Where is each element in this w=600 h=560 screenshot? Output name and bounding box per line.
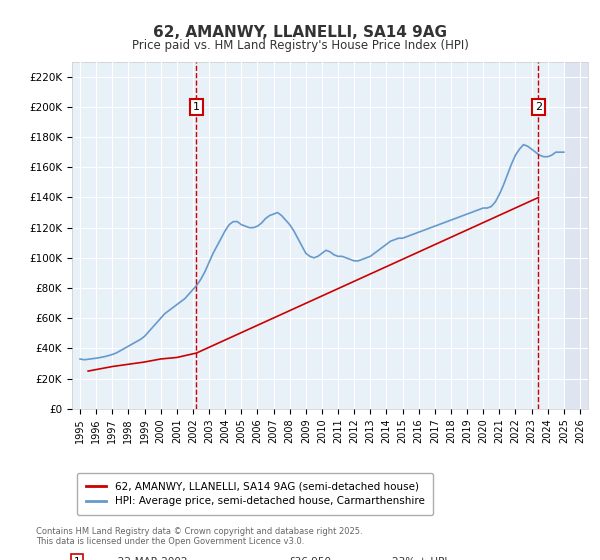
Text: 23% ↓ HPI: 23% ↓ HPI: [392, 557, 447, 560]
Text: Contains HM Land Registry data © Crown copyright and database right 2025.
This d: Contains HM Land Registry data © Crown c…: [36, 526, 362, 546]
Legend: 62, AMANWY, LLANELLI, SA14 9AG (semi-detached house), HPI: Average price, semi-d: 62, AMANWY, LLANELLI, SA14 9AG (semi-det…: [77, 473, 433, 515]
Text: 1: 1: [74, 557, 80, 560]
Text: 22-MAR-2002: 22-MAR-2002: [108, 557, 188, 560]
Text: 62, AMANWY, LLANELLI, SA14 9AG: 62, AMANWY, LLANELLI, SA14 9AG: [153, 25, 447, 40]
Text: Price paid vs. HM Land Registry's House Price Index (HPI): Price paid vs. HM Land Registry's House …: [131, 39, 469, 52]
Bar: [564, 62, 588, 409]
Text: 2: 2: [535, 102, 542, 112]
Text: £36,950: £36,950: [289, 557, 332, 560]
Text: 1: 1: [193, 102, 200, 112]
